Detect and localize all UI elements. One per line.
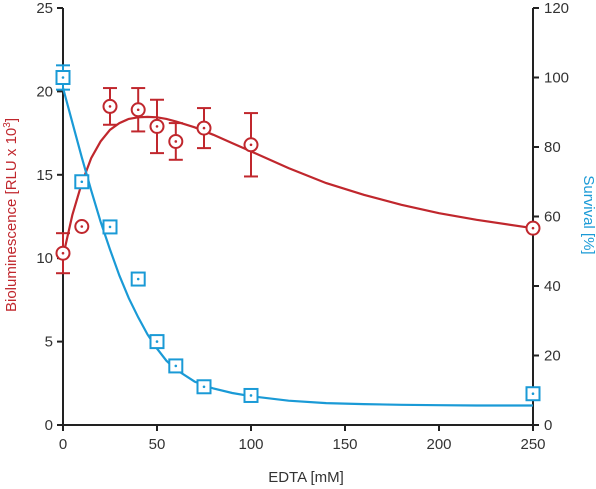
y-left-axis-label-main: Bioluminescence [RLU x 10 — [3, 128, 20, 312]
x-tick-label: 150 — [332, 436, 357, 453]
survival-fit-curve — [61, 87, 533, 407]
y-left-tick-label: 25 — [36, 0, 53, 17]
error-bars — [56, 64, 258, 275]
y-left-tick-label: 15 — [36, 167, 53, 184]
survival-point-dot — [61, 76, 65, 79]
x-tick-label: 200 — [426, 436, 451, 453]
data-markers — [55, 70, 541, 403]
survival-point-dot — [202, 385, 206, 389]
y-left-axis-label: Bioluminescence [RLU x 103] — [2, 118, 20, 312]
survival-point-dot — [174, 364, 178, 368]
bioluminescence-point-dot — [202, 126, 206, 130]
x-tick-label: 250 — [520, 436, 545, 453]
survival-point-dot — [108, 225, 112, 229]
y-left-tick-label: 5 — [45, 334, 53, 351]
bioluminescence-point-dot — [155, 125, 159, 128]
y-left-axis-label-end: ] — [3, 118, 20, 122]
bioluminescence-point-dot — [80, 225, 84, 228]
x-tick-label: 50 — [149, 436, 166, 453]
y-left-tick-label: 20 — [36, 83, 53, 100]
bioluminescence-fit-curve — [61, 115, 534, 257]
y-right-tick-label: 0 — [544, 417, 552, 434]
y-right-tick-label: 120 — [544, 0, 569, 17]
x-axis-label: EDTA [mM] — [268, 469, 344, 486]
x-tick-label: 100 — [238, 436, 263, 453]
bioluminescence-point-dot — [174, 140, 178, 143]
survival-point-dot — [136, 277, 140, 281]
survival-point-dot — [249, 394, 253, 397]
y-right-axis-label: Survival [%] — [580, 175, 596, 254]
bioluminescence-point-dot — [61, 251, 65, 255]
y-right-tick-label: 80 — [544, 139, 561, 156]
bioluminescence-point-dot — [136, 108, 140, 112]
y-left-tick-label: 0 — [45, 417, 53, 434]
y-right-tick-label: 40 — [544, 278, 561, 295]
bioluminescence-point-dot — [249, 143, 253, 147]
x-tick-label: 0 — [59, 436, 67, 453]
y-left-tick-label: 10 — [36, 250, 53, 267]
y-left-axis-label-superscript: 3 — [2, 122, 13, 128]
survival-point-dot — [155, 340, 159, 343]
y-right-tick-label: 60 — [544, 209, 561, 226]
bioluminescence-point-dot — [531, 226, 535, 230]
survival-point-dot — [531, 392, 535, 396]
bioluminescence-point-dot — [108, 105, 112, 108]
axes — [57, 7, 539, 431]
y-right-tick-label: 100 — [544, 70, 569, 87]
fit-curves — [61, 87, 534, 407]
y-right-tick-label: 20 — [544, 348, 561, 365]
survival-point-dot — [80, 180, 84, 184]
